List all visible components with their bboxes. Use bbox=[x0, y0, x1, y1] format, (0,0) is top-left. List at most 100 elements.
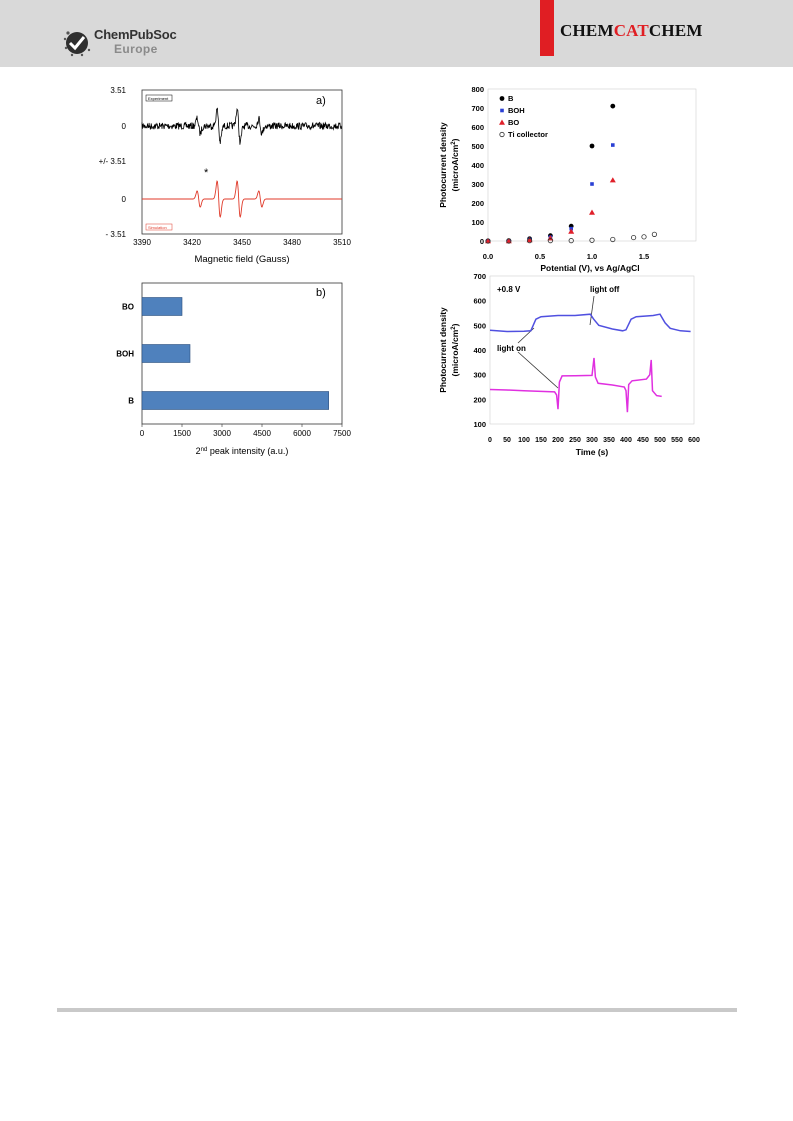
point-ti-collector bbox=[610, 236, 616, 243]
epr-legend-simulation bbox=[145, 223, 173, 231]
chopped-x-tick: 500 bbox=[654, 437, 666, 444]
legend-marker-b bbox=[499, 96, 505, 101]
bars-x-tick: 0 bbox=[140, 429, 145, 438]
epr-legend-simulation-label: Simulation bbox=[148, 225, 167, 230]
point-bo bbox=[505, 238, 512, 244]
point-ti-collector bbox=[547, 238, 554, 244]
epr-y-tick: - 3.51 bbox=[106, 230, 127, 239]
point-ti-collector bbox=[641, 234, 647, 240]
publisher-sub: Europe bbox=[114, 42, 158, 56]
chopped-x-tick: 0 bbox=[488, 437, 492, 444]
potential-plot-frame bbox=[487, 88, 697, 242]
journal-title: CHEMCATCHEM bbox=[560, 21, 703, 40]
point-ti-collector bbox=[568, 238, 574, 244]
potential-y-tick: 200 bbox=[471, 199, 484, 208]
chopped-x-tick: 150 bbox=[535, 437, 547, 444]
epr-panel-label: a) bbox=[316, 95, 326, 107]
chopped-x-tick: 550 bbox=[671, 437, 683, 444]
light-off-arrow bbox=[589, 295, 595, 326]
point-ti-collector bbox=[651, 231, 658, 237]
epr-y-tick: 0 bbox=[122, 122, 127, 131]
epr-y-tick: +/- 3.51 bbox=[99, 157, 127, 166]
bars-x-label: 2nd peak intensity (a.u.) bbox=[196, 446, 289, 456]
epr-legend-experiment-label: Experiment bbox=[148, 96, 169, 101]
potential-y-label: Photocurrent density bbox=[438, 122, 448, 208]
legend-label-b: B bbox=[508, 94, 514, 103]
legend-label-boh: BOH bbox=[508, 106, 525, 115]
potential-x-tick: 1.5 bbox=[639, 252, 649, 261]
chopped-y-tick: 700 bbox=[473, 272, 486, 281]
bar-category-label: BO bbox=[122, 303, 134, 312]
chopped-y-label: Photocurrent density bbox=[438, 307, 448, 393]
point-ti-collector bbox=[526, 238, 533, 244]
point-bo bbox=[568, 228, 575, 234]
potential-y-tick: 600 bbox=[471, 123, 484, 132]
epr-experiment-line bbox=[141, 107, 343, 145]
point-ti-collector bbox=[485, 238, 491, 244]
chopped-x-tick: 350 bbox=[603, 437, 615, 444]
chopped-x-tick: 100 bbox=[518, 437, 530, 444]
legend-label-ti-collector: Ti collector bbox=[508, 130, 548, 139]
epr-x-tick: 3390 bbox=[133, 238, 151, 247]
footer-rule bbox=[57, 1008, 737, 1012]
chempubsoc-logo-icon bbox=[63, 31, 91, 57]
bar-boh bbox=[141, 344, 191, 363]
point-bo bbox=[485, 238, 491, 244]
point-bo bbox=[589, 209, 595, 215]
epr-panel: a) 3.51 0 +/- 3.51 0 - 3.51 3390 3420 34… bbox=[99, 86, 352, 265]
epr-simulation-line bbox=[142, 180, 342, 218]
potential-y-tick: 400 bbox=[471, 161, 484, 170]
chopped-panel: Photocurrent density (microA/cm2) Time (… bbox=[438, 272, 700, 457]
epr-annotation-asterisk: * bbox=[204, 167, 209, 179]
epr-x-tick: 3510 bbox=[333, 238, 351, 247]
bars-x-tick: 1500 bbox=[173, 429, 191, 438]
point-bo bbox=[526, 237, 533, 243]
point-b bbox=[610, 103, 616, 109]
potential-x-tick: 0.5 bbox=[535, 252, 545, 261]
bar-b bbox=[141, 391, 329, 410]
page-header: ChemPubSoc Europe CHEMCATCHEM bbox=[0, 0, 793, 67]
chopped-series-line-2 bbox=[489, 357, 662, 413]
chopped-x-tick: 300 bbox=[586, 437, 598, 444]
epr-x-tick: 3420 bbox=[183, 238, 201, 247]
bars-x-tick: 3000 bbox=[213, 429, 231, 438]
point-boh bbox=[611, 143, 615, 147]
potential-y-tick: 800 bbox=[471, 85, 484, 94]
potential-y-tick: 300 bbox=[471, 180, 484, 189]
legend-marker-boh bbox=[500, 108, 504, 113]
chopped-y-tick: 500 bbox=[473, 321, 486, 330]
epr-x-tick: 3450 bbox=[233, 238, 251, 247]
chopped-x-tick: 450 bbox=[637, 437, 649, 444]
potential-y-tick: 500 bbox=[471, 142, 484, 151]
chopped-y-label-units: (microA/cm2) bbox=[450, 323, 460, 376]
potential-x-tick: 1.0 bbox=[587, 252, 597, 261]
bars-x-tick: 4500 bbox=[253, 429, 271, 438]
epr-bars-panel: b) 2nd peak intensity (a.u.) BO BOH B 0 1500… bbox=[116, 282, 351, 456]
potential-x-label: Potential (V), vs Ag/AgCl bbox=[540, 263, 639, 273]
chopped-y-tick: 600 bbox=[473, 297, 486, 306]
potential-panel: Photocurrent density (microA/cm2) Potent… bbox=[438, 85, 697, 273]
chopped-light-on-annotation: light on bbox=[497, 344, 526, 353]
chopped-light-off-annotation: light off bbox=[590, 285, 620, 294]
figure: a) 3.51 0 +/- 3.51 0 - 3.51 3390 3420 34… bbox=[99, 85, 700, 457]
point-bo bbox=[609, 177, 616, 183]
point-boh bbox=[590, 182, 594, 186]
light-on-arrow-2 bbox=[517, 351, 559, 389]
chopped-y-tick: 100 bbox=[473, 420, 486, 429]
potential-x-tick: 0.0 bbox=[483, 252, 493, 261]
epr-y-tick: 3.51 bbox=[110, 86, 126, 95]
chopped-y-tick: 200 bbox=[473, 395, 486, 404]
epr-y-tick: 0 bbox=[122, 195, 127, 204]
bar-category-label: BOH bbox=[116, 350, 134, 359]
chopped-x-tick: 50 bbox=[503, 437, 511, 444]
point-ti-collector bbox=[589, 237, 595, 243]
publisher-name: ChemPubSoc bbox=[94, 27, 177, 42]
chopped-y-tick: 400 bbox=[473, 346, 486, 355]
bars-x-tick: 6000 bbox=[293, 429, 311, 438]
bars-x-tick: 7500 bbox=[333, 429, 351, 438]
potential-y-tick: 100 bbox=[471, 218, 484, 227]
chopped-x-label: Time (s) bbox=[576, 447, 609, 457]
potential-y-tick: 700 bbox=[471, 104, 484, 113]
chopped-x-tick: 200 bbox=[552, 437, 564, 444]
epr-x-label: Magnetic field (Gauss) bbox=[194, 254, 289, 265]
